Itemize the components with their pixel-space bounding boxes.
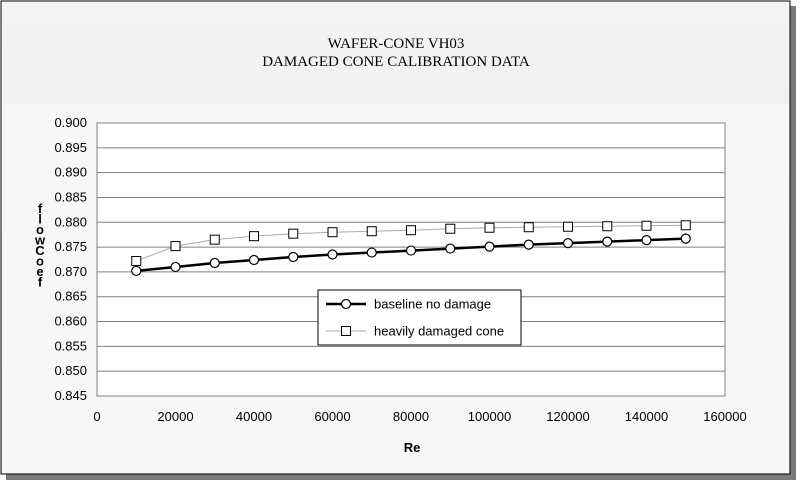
series-1 (131, 220, 691, 266)
data-point (131, 265, 142, 277)
y-tick-label: 0.875 (54, 239, 87, 254)
y-axis-title-char: o (36, 222, 44, 237)
gridlines (97, 147, 725, 372)
data-point (170, 241, 181, 252)
data-point (484, 222, 495, 233)
data-point (680, 233, 691, 244)
y-axis-title-char: f (38, 275, 43, 290)
y-axis-title-char: C (35, 243, 45, 258)
legend-swatch-marker (341, 326, 351, 336)
data-point (562, 238, 574, 249)
legend-box (317, 289, 522, 346)
data-point (563, 221, 573, 232)
y-tick-label: 0.850 (54, 363, 87, 378)
x-tick-label: 140000 (625, 409, 668, 424)
legend-label: baseline no damage (374, 297, 491, 312)
series-0 (131, 233, 691, 277)
data-point (445, 223, 456, 234)
y-tick-label: 0.890 (54, 165, 87, 180)
data-point (288, 251, 299, 263)
data-point (288, 228, 299, 239)
data-point (366, 226, 377, 237)
data-point (405, 245, 417, 256)
legend-item-1: heavily damaged cone (326, 324, 504, 339)
y-axis-title-char: o (36, 254, 44, 269)
y-axis-title-char: l (38, 212, 42, 227)
x-tick-label: 0 (93, 409, 100, 424)
data-point (445, 243, 456, 254)
y-axis-title-char: e (36, 264, 43, 279)
y-tick-label: 0.855 (54, 338, 87, 353)
y-tick-label: 0.900 (54, 115, 87, 130)
data-point (327, 249, 338, 260)
data-point (170, 261, 181, 273)
data-point (209, 257, 220, 269)
data-point (406, 225, 416, 236)
data-point (366, 247, 377, 258)
y-tick-label: 0.860 (54, 314, 87, 329)
x-tick-label: 120000 (546, 409, 589, 424)
x-axis-ticks: 0 20000 40000 60000 80000 100000 120000 140000 1… (93, 409, 746, 424)
x-tick-label: 40000 (236, 409, 272, 424)
data-point (131, 255, 142, 266)
data-point (523, 222, 534, 233)
data-point (602, 221, 613, 232)
data-point (641, 220, 652, 231)
x-axis-title: Re (404, 440, 421, 455)
data-point (602, 236, 613, 247)
x-tick-label: 20000 (157, 409, 193, 424)
chart-title-line-2: DAMAGED CONE CALIBRATION DATA (262, 54, 530, 70)
data-point (209, 234, 220, 245)
y-axis-ticks: 0.900 0.895 0.890 0.885 0.880 0.875 0.870 0.865… (54, 115, 87, 403)
data-point (641, 235, 652, 246)
y-tick-label: 0.845 (54, 388, 87, 403)
y-tick-label: 0.885 (54, 189, 87, 204)
data-point (327, 227, 338, 238)
y-tick-label: 0.895 (54, 140, 87, 155)
data-point (523, 239, 534, 250)
y-axis-title-char: w (34, 233, 46, 248)
x-tick-label: 60000 (314, 409, 350, 424)
x-tick-label: 160000 (703, 409, 746, 424)
data-point (484, 241, 495, 252)
legend-swatch-marker (340, 298, 352, 310)
legend-label: heavily damaged cone (374, 324, 504, 339)
x-tick-label: 100000 (468, 409, 511, 424)
y-axis-title-char: f (38, 201, 43, 216)
series-layer (131, 220, 691, 277)
data-point (248, 254, 260, 266)
y-tick-label: 0.880 (54, 214, 87, 229)
legend-item-0: baseline no damage (326, 297, 491, 312)
legend: baseline no damage heavily damaged cone (317, 289, 522, 346)
y-tick-label: 0.865 (54, 289, 87, 304)
data-point (680, 220, 691, 231)
data-point (249, 231, 259, 242)
x-tick-label: 80000 (393, 409, 429, 424)
chart-title-line-1: WAFER-CONE VH03 (328, 36, 465, 52)
y-tick-label: 0.870 (54, 264, 87, 279)
plot-area (96, 122, 726, 397)
